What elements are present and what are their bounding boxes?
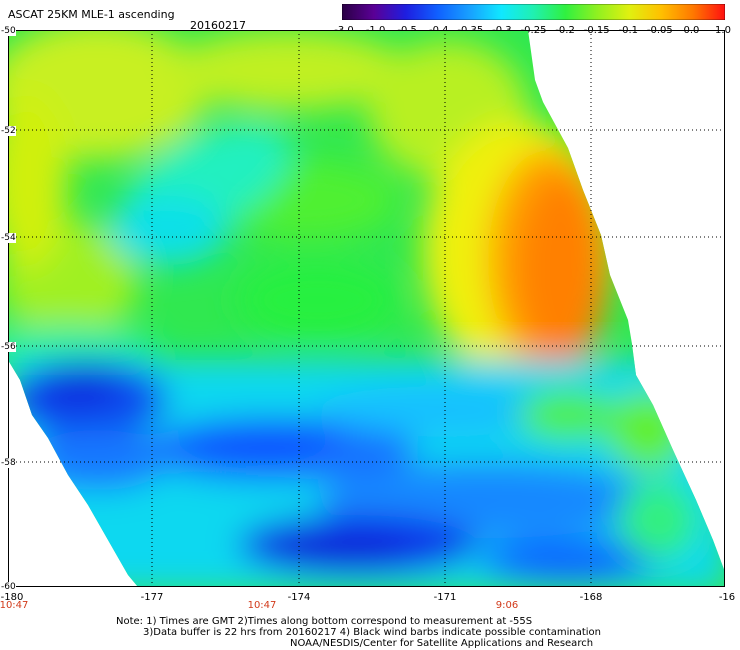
map-panel (8, 30, 725, 587)
time-label: 10:47 (247, 600, 277, 611)
lat-label-54: -54 (1, 233, 16, 243)
lon-label-177: -177 (140, 592, 164, 603)
time-label: 10:47 (0, 600, 29, 611)
time-label: 9:06 (495, 600, 519, 611)
note-line-3: NOAA/NESDIS/Center for Satellite Applica… (290, 638, 594, 649)
lon-label-180: -180 (0, 592, 24, 603)
mle-field-map (8, 30, 725, 587)
lat-label-52: -52 (1, 126, 16, 136)
graticule (8, 30, 725, 587)
colorbar-gradient (342, 4, 725, 20)
map-title: ASCAT 25KM MLE-1 ascending (8, 8, 175, 21)
lon-label-168: -168 (579, 592, 603, 603)
swath-field (8, 30, 725, 587)
colorbar (342, 4, 725, 20)
map-frame (8, 30, 725, 587)
lat-label-50: -50 (1, 26, 16, 36)
lat-label-60: -60 (1, 582, 16, 592)
note-line-1: Note: 1) Times are GMT 2)Times along bot… (116, 616, 533, 627)
lon-label-174: -174 (287, 592, 311, 603)
note-line-2: 3)Data buffer is 22 hrs from 20160217 4)… (143, 627, 601, 638)
lon-label-16: -16 (718, 592, 736, 603)
lon-label-171: -171 (433, 592, 457, 603)
map-date: 20160217 (190, 19, 246, 32)
lat-label-56: -56 (1, 342, 16, 352)
lat-label-58: -58 (1, 458, 16, 468)
